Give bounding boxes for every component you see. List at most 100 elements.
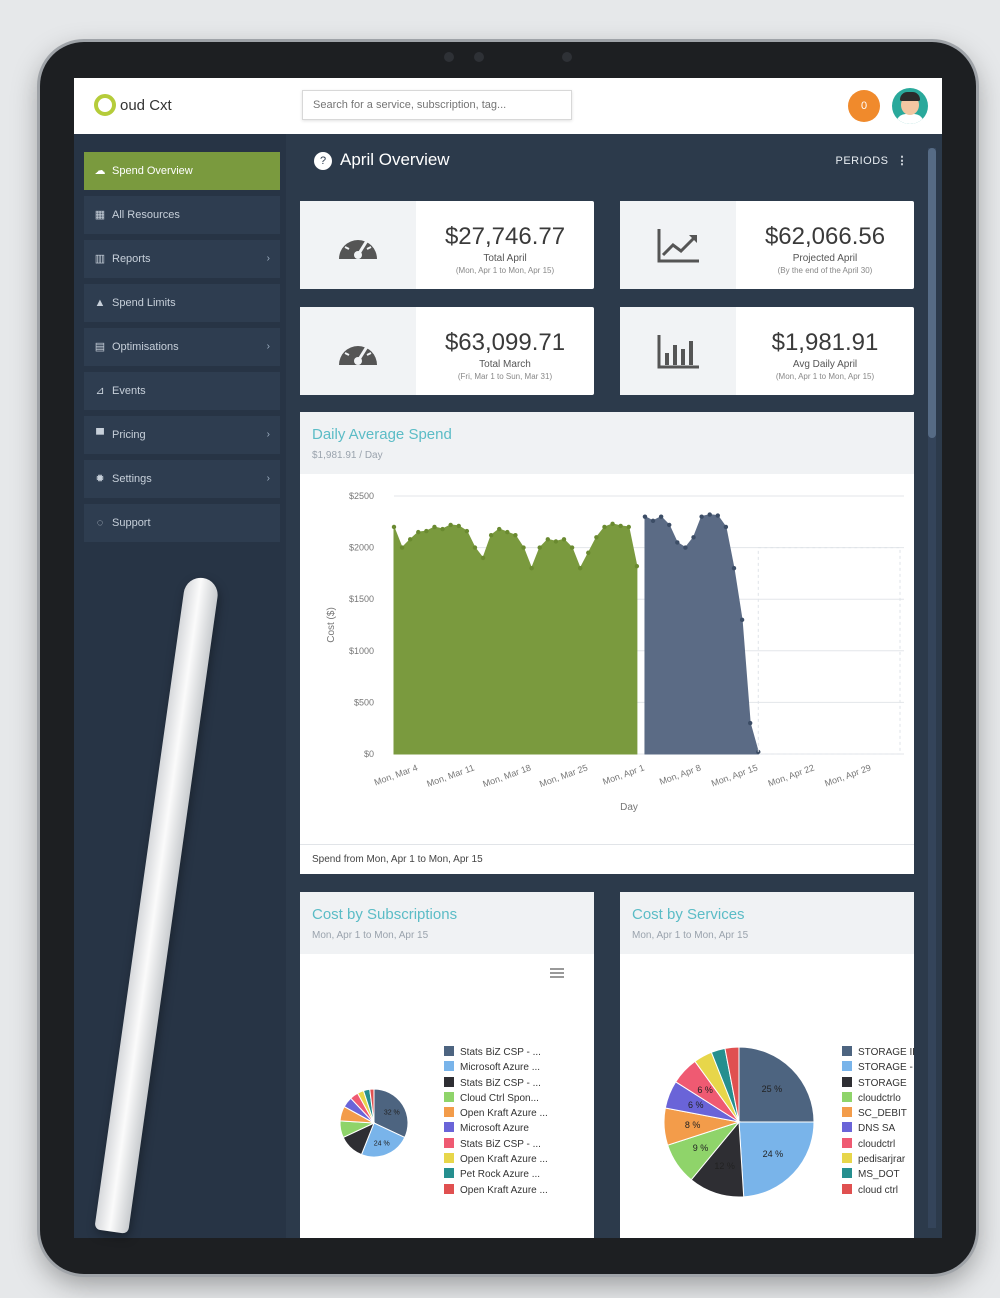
x-tick-label: Mon, Apr 1: [601, 762, 645, 786]
legend-item[interactable]: Pet Rock Azure ...: [444, 1168, 590, 1183]
data-point[interactable]: [667, 522, 672, 528]
sidebar-item-optimisations[interactable]: ▤ Optimisations ›: [84, 328, 280, 366]
data-point[interactable]: [739, 617, 745, 623]
sidebar-item-reports[interactable]: ▥ Reports ›: [84, 240, 280, 278]
data-point[interactable]: [480, 555, 486, 561]
legend-item[interactable]: Open Kraft Azure ...: [444, 1183, 590, 1199]
data-point[interactable]: [505, 529, 510, 535]
legend-item[interactable]: SC_DEBIT: [842, 1107, 914, 1122]
services-pie[interactable]: 25 % 24 % 12 % 9 % 8 % 6 % 6 %: [620, 892, 914, 1238]
data-point[interactable]: [691, 535, 696, 540]
sidebar-item-events[interactable]: ⊿ Events: [84, 372, 280, 410]
data-point[interactable]: [747, 720, 753, 726]
legend-item[interactable]: Cloud Ctrl Spon...: [444, 1091, 590, 1107]
data-point[interactable]: [521, 545, 526, 550]
data-point[interactable]: [440, 526, 445, 532]
legend-item[interactable]: STORAGE: [842, 1076, 914, 1092]
chevron-right-icon: ›: [266, 429, 270, 440]
area-series-0[interactable]: [393, 523, 638, 755]
pie-slice[interactable]: [360, 1122, 406, 1158]
legend-item[interactable]: MS_DOT: [842, 1168, 914, 1183]
data-point[interactable]: [618, 523, 623, 529]
data-point[interactable]: [610, 521, 615, 527]
data-point[interactable]: [707, 512, 712, 517]
daily-spend-chart[interactable]: $0 $500 $1000 $1500 $2000 $2500 Cost ($) Mon, M…: [300, 474, 914, 844]
data-point[interactable]: [529, 566, 534, 571]
data-point[interactable]: [756, 749, 761, 755]
sidebar-item-all-resources[interactable]: ▦ All Resources: [84, 196, 280, 234]
data-point[interactable]: [553, 539, 559, 544]
legend-item[interactable]: Open Kraft Azure ...: [444, 1107, 590, 1122]
pie-slice[interactable]: [738, 1121, 815, 1198]
data-point[interactable]: [424, 528, 429, 534]
data-point[interactable]: [723, 524, 729, 530]
legend-item[interactable]: Stats BiZ CSP - ...: [444, 1046, 590, 1061]
pie-slice[interactable]: [369, 1088, 375, 1124]
data-point[interactable]: [683, 545, 688, 550]
data-point[interactable]: [731, 566, 737, 571]
data-point[interactable]: [399, 545, 405, 550]
data-point[interactable]: [513, 533, 518, 538]
legend-item[interactable]: cloud ctrl: [842, 1183, 914, 1199]
data-point[interactable]: [675, 540, 680, 545]
data-point[interactable]: [569, 545, 575, 550]
more-vertical-icon[interactable]: ⋮: [896, 155, 908, 167]
legend-item[interactable]: Microsoft Azure: [444, 1122, 590, 1137]
y-tick-label: $0: [364, 749, 374, 759]
data-point[interactable]: [561, 537, 567, 542]
scrollbar[interactable]: [928, 148, 936, 1228]
data-point[interactable]: [642, 514, 648, 519]
pie-slice[interactable]: [738, 1046, 815, 1123]
sidebar-item-pricing[interactable]: ▀ Pricing ›: [84, 416, 280, 454]
legend-item[interactable]: Stats BiZ CSP - ...: [444, 1076, 590, 1092]
data-point[interactable]: [464, 528, 470, 534]
data-point[interactable]: [497, 526, 502, 532]
legend-item[interactable]: Stats BiZ CSP - ...: [444, 1137, 590, 1153]
legend-item[interactable]: cloudctrl: [842, 1137, 914, 1153]
sidebar-item-spend-overview[interactable]: ☁ Spend Overview: [84, 152, 280, 190]
data-point[interactable]: [699, 514, 704, 519]
data-point[interactable]: [634, 563, 640, 569]
legend-item[interactable]: pedisarjrar: [842, 1153, 914, 1168]
legend-item[interactable]: DNS SA: [842, 1122, 914, 1137]
data-point[interactable]: [715, 513, 721, 518]
data-point[interactable]: [488, 533, 494, 538]
legend-item[interactable]: STORAGE - IO: [842, 1061, 914, 1076]
legend-item[interactable]: cloudctrlo: [842, 1091, 914, 1107]
data-point[interactable]: [472, 545, 478, 550]
data-point[interactable]: [456, 523, 461, 529]
legend-item[interactable]: Open Kraft Azure ...: [444, 1153, 590, 1168]
data-point[interactable]: [626, 524, 631, 530]
data-point[interactable]: [545, 537, 551, 542]
notification-badge[interactable]: 0: [848, 90, 880, 122]
chart-menu-icon[interactable]: [550, 968, 564, 978]
data-point[interactable]: [407, 537, 413, 542]
avatar[interactable]: [892, 88, 928, 124]
data-point[interactable]: [432, 524, 437, 530]
sidebar-item-support[interactable]: ◌ Support: [84, 504, 280, 542]
sidebar-item-settings[interactable]: ✹ Settings ›: [84, 460, 280, 498]
sidebar-item-spend-limits[interactable]: ▲ Spend Limits: [84, 284, 280, 322]
periods-menu[interactable]: PERIODS ⋮: [835, 154, 908, 167]
area-series-1[interactable]: [644, 514, 759, 755]
search-input[interactable]: [302, 90, 572, 120]
legend-item[interactable]: Microsoft Azure ...: [444, 1061, 590, 1076]
data-point[interactable]: [448, 522, 453, 528]
data-point[interactable]: [650, 518, 656, 523]
pie-slice[interactable]: [373, 1088, 409, 1139]
data-point[interactable]: [537, 545, 542, 550]
data-point[interactable]: [602, 524, 607, 530]
pie-slice[interactable]: [724, 1046, 740, 1123]
scrollbar-thumb[interactable]: [928, 148, 936, 438]
legend-label: pedisarjrar: [858, 1154, 906, 1166]
data-point[interactable]: [577, 566, 583, 571]
logo[interactable]: oud Cxt: [94, 92, 204, 120]
data-point[interactable]: [658, 514, 664, 519]
legend-item[interactable]: STORAGE ID: [842, 1046, 914, 1061]
data-point[interactable]: [586, 550, 591, 555]
data-point[interactable]: [416, 529, 421, 535]
data-point[interactable]: [594, 535, 599, 540]
data-point[interactable]: [391, 524, 397, 530]
subscriptions-pie[interactable]: 32 % 24 %: [300, 892, 594, 1238]
lightbulb-icon: ◌: [96, 517, 104, 529]
